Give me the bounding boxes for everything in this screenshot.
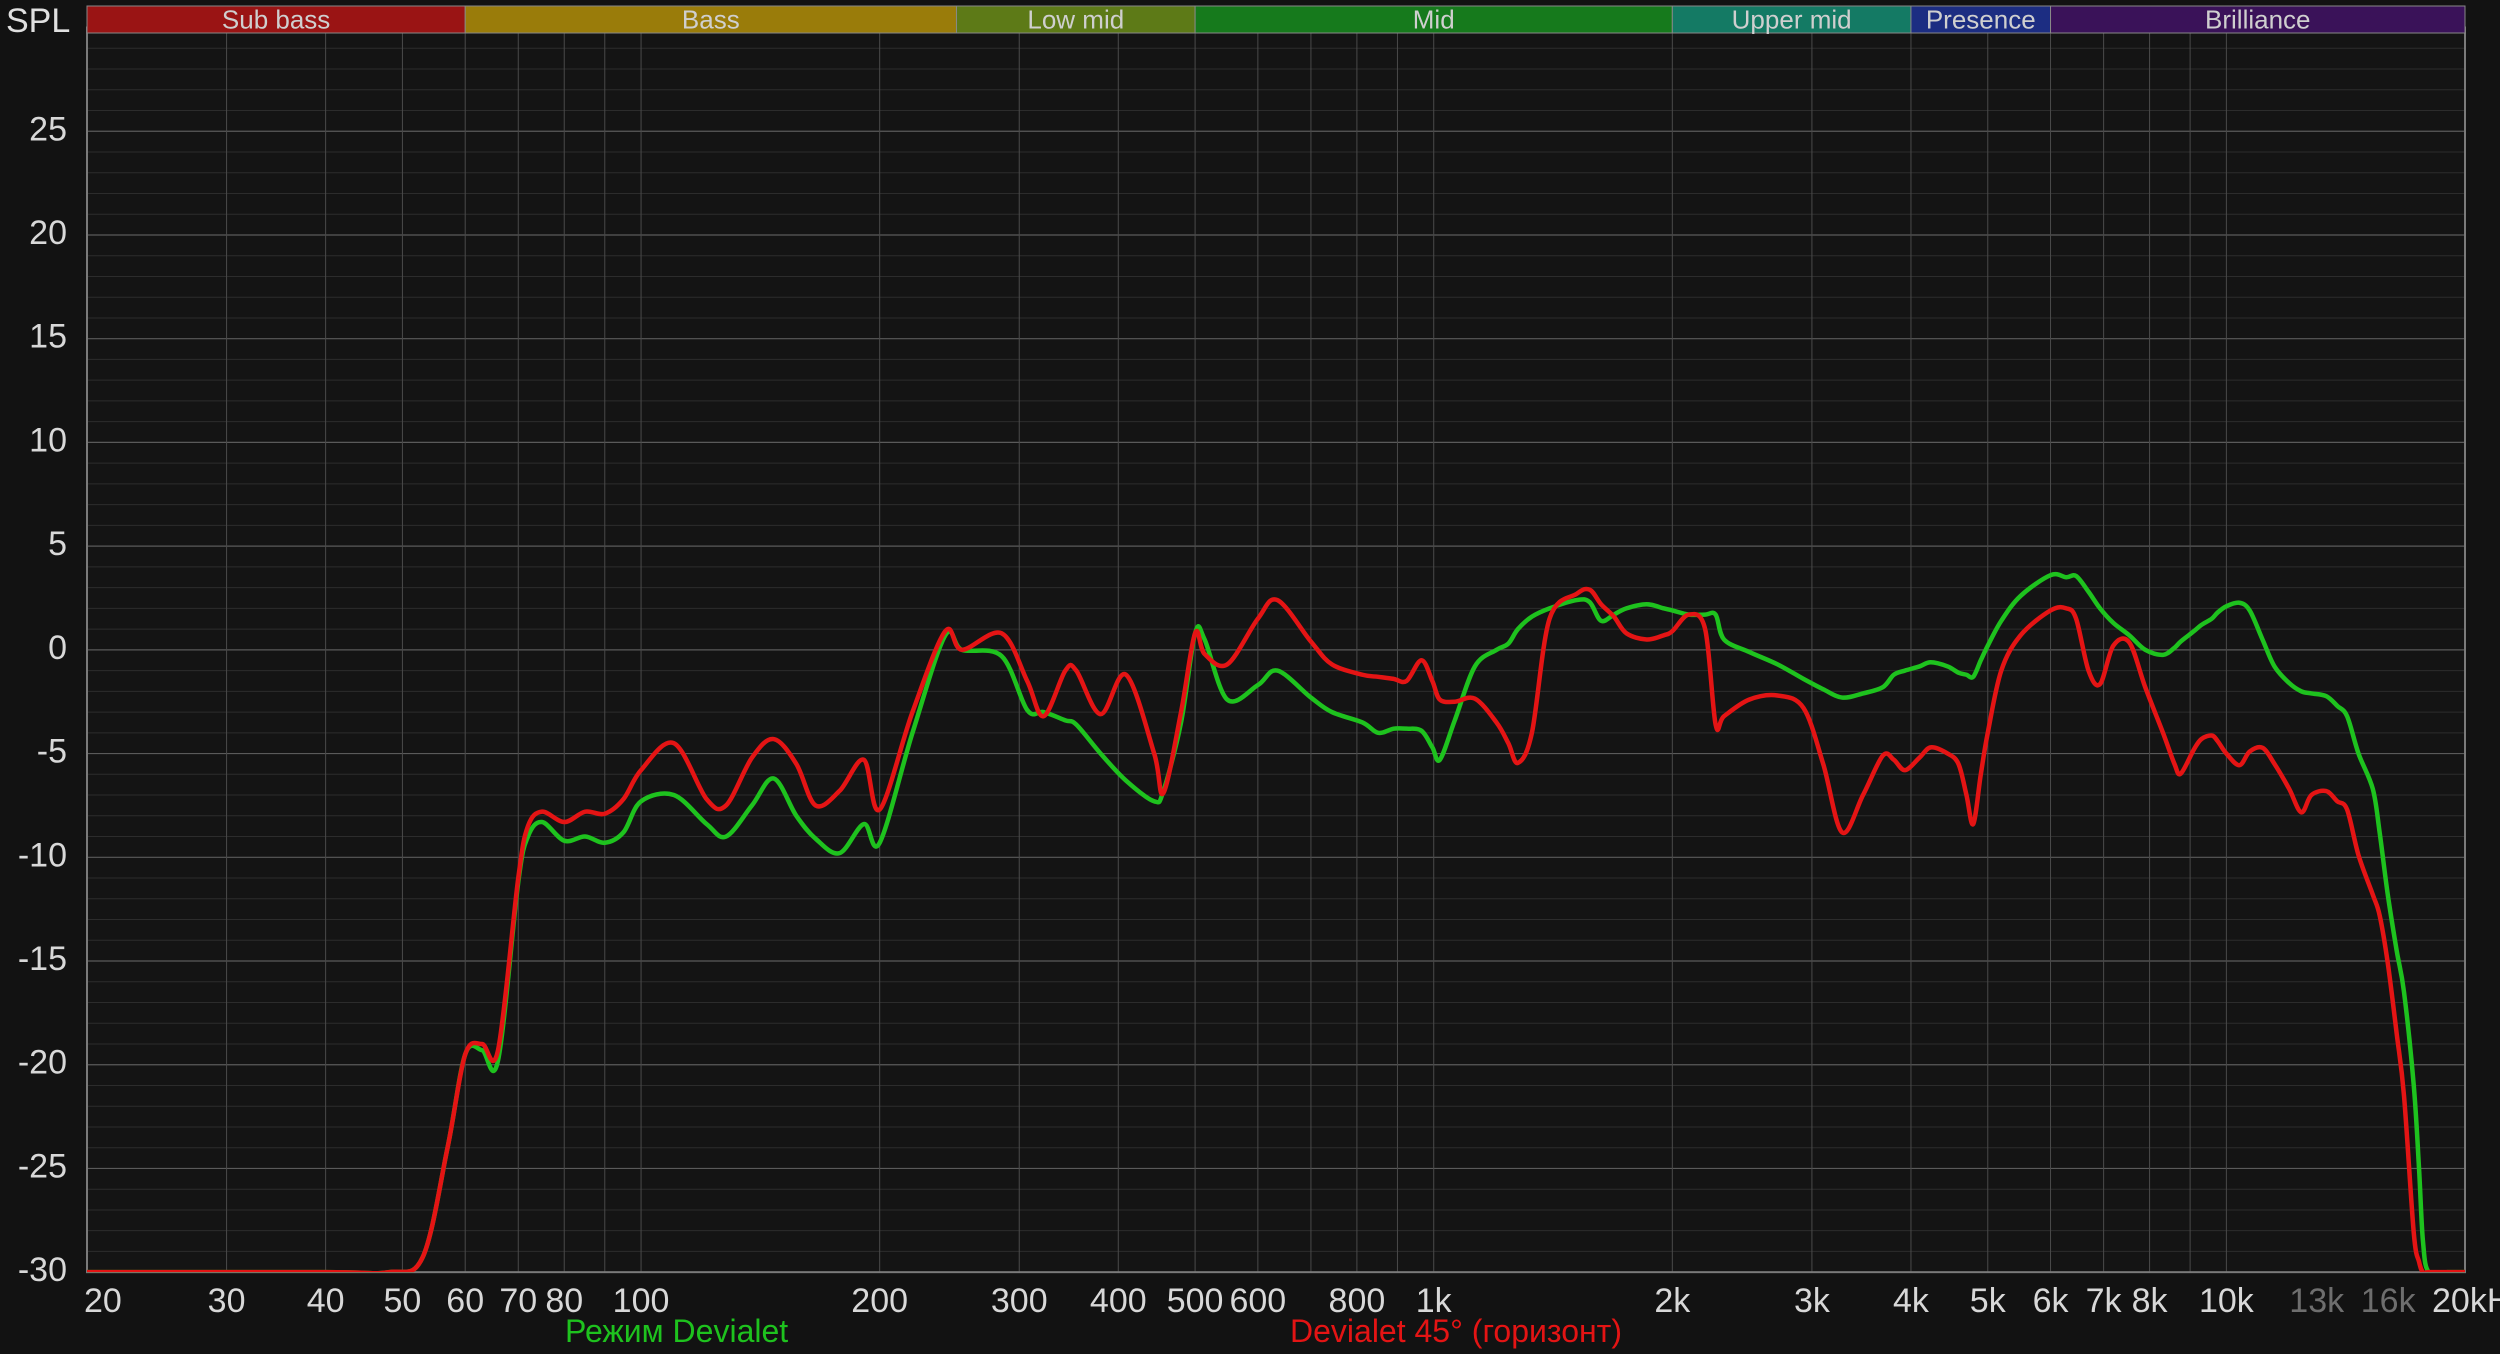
- svg-text:5k: 5k: [1970, 1282, 2007, 1320]
- svg-text:15: 15: [29, 318, 67, 356]
- svg-text:20: 20: [84, 1282, 122, 1320]
- svg-text:25: 25: [29, 110, 67, 148]
- svg-text:Sub bass: Sub bass: [222, 5, 330, 35]
- svg-text:600: 600: [1229, 1282, 1286, 1320]
- svg-text:Presence: Presence: [1926, 5, 2036, 35]
- svg-text:Low mid: Low mid: [1027, 5, 1124, 35]
- svg-text:16k: 16k: [2361, 1282, 2417, 1320]
- svg-text:20kHz: 20kHz: [2432, 1282, 2500, 1320]
- svg-text:50: 50: [384, 1282, 422, 1320]
- svg-text:20: 20: [29, 214, 67, 252]
- svg-text:6k: 6k: [2033, 1282, 2070, 1320]
- svg-text:5: 5: [48, 525, 67, 563]
- svg-text:8k: 8k: [2132, 1282, 2169, 1320]
- svg-text:Brilliance: Brilliance: [2205, 5, 2311, 35]
- svg-text:10: 10: [29, 421, 67, 459]
- svg-text:200: 200: [851, 1282, 908, 1320]
- svg-text:10k: 10k: [2199, 1282, 2255, 1320]
- svg-text:0: 0: [48, 629, 67, 667]
- svg-text:-5: -5: [37, 733, 67, 771]
- svg-text:4k: 4k: [1893, 1282, 1930, 1320]
- svg-text:3k: 3k: [1794, 1282, 1831, 1320]
- svg-text:70: 70: [499, 1282, 537, 1320]
- svg-text:40: 40: [307, 1282, 345, 1320]
- svg-text:13k: 13k: [2289, 1282, 2345, 1320]
- svg-text:300: 300: [991, 1282, 1048, 1320]
- svg-text:-20: -20: [18, 1044, 67, 1082]
- svg-text:-15: -15: [18, 940, 67, 978]
- svg-text:Mid: Mid: [1413, 5, 1455, 35]
- svg-text:-30: -30: [18, 1251, 67, 1289]
- svg-text:500: 500: [1167, 1282, 1224, 1320]
- svg-text:-10: -10: [18, 836, 67, 874]
- svg-text:-25: -25: [18, 1147, 67, 1185]
- svg-text:400: 400: [1090, 1282, 1147, 1320]
- svg-text:Upper mid: Upper mid: [1732, 5, 1852, 35]
- svg-text:30: 30: [208, 1282, 246, 1320]
- svg-text:Bass: Bass: [682, 5, 740, 35]
- svg-text:60: 60: [446, 1282, 484, 1320]
- svg-text:7k: 7k: [2086, 1282, 2123, 1320]
- svg-text:2k: 2k: [1654, 1282, 1691, 1320]
